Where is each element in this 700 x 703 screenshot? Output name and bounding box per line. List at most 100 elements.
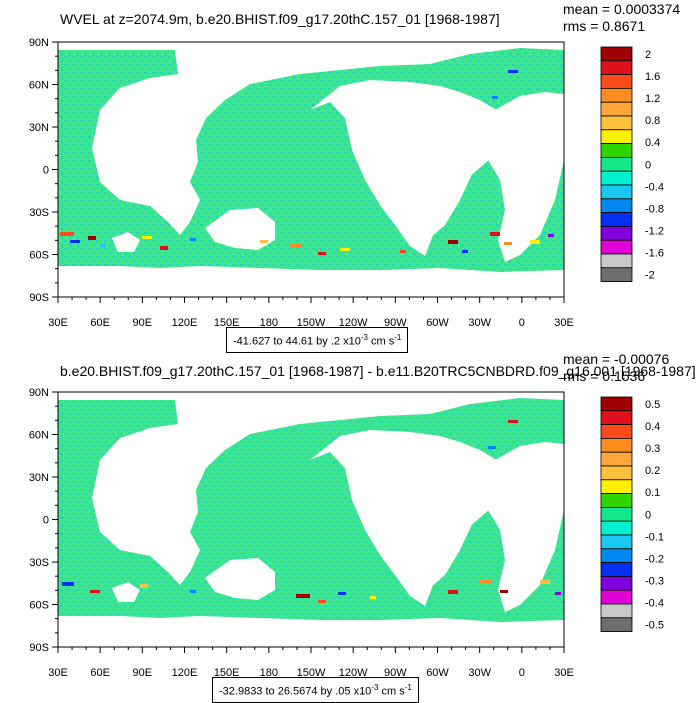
y-tick-label: 60S — [29, 600, 49, 612]
panel-2-mean: mean = -0.00076 — [563, 351, 669, 367]
y-tick-label: 30N — [29, 122, 49, 134]
panel-1-colorbar: 2 1.6 1.2 0.8 0.4 0 -0.4 -0.8 -1.2 -1.6 -2 — [600, 46, 664, 282]
x-tick-label: 30W — [468, 667, 491, 679]
colorbar-label: -0.4 — [645, 598, 664, 610]
colorbar-swatch — [600, 143, 633, 158]
colorbar-label: -1.2 — [645, 226, 664, 238]
y-tick-label: 60S — [29, 250, 49, 262]
y-tick-label: 0 — [43, 165, 49, 177]
x-tick-label: 120E — [172, 667, 198, 679]
y-tick-label: 90S — [29, 642, 49, 654]
panel-1-x-axis: 30E 60E 90E 120E 150E 180 150W 120W 90W 60W 30W 0 30… — [48, 297, 574, 329]
x-tick-label: 150E — [214, 667, 240, 679]
colorbar-label: -0.3 — [645, 576, 664, 588]
colorbar-swatch — [600, 506, 633, 522]
colorbar-swatch — [600, 493, 633, 508]
panel-2-unit-exp: -1 — [404, 683, 412, 692]
colorbar-swatch — [600, 479, 633, 494]
colorbar-swatch — [600, 465, 633, 481]
colorbar-label: 0.4 — [645, 421, 660, 433]
panel-2-title: b.e20.BHIST.f09_g17.20thC.157_01 [1968-1… — [60, 363, 696, 379]
panel-1-scale-exp: -3 — [360, 333, 368, 342]
colorbar-label: 0 — [645, 509, 651, 521]
panel-1: WVEL at z=2074.9m, b.e20.BHIST.f09_g17.2… — [29, 1, 681, 329]
panel-2-x-axis: 30E 60E 90E 120E 150E 180 150W 120W 90W 60W 30W 0 30… — [48, 647, 574, 679]
panel-1-map — [57, 41, 565, 298]
x-tick-label: 150E — [214, 317, 240, 329]
colorbar-swatch — [600, 60, 633, 75]
x-tick-label: 90W — [384, 667, 407, 679]
x-tick-label: 60E — [90, 667, 110, 679]
x-tick-label: 120E — [172, 317, 198, 329]
panel-2-land — [58, 392, 564, 647]
colorbar-label: 0 — [645, 159, 651, 171]
y-tick-label: 60N — [29, 430, 49, 442]
x-tick-label: 30W — [468, 317, 491, 329]
panel-1-title: WVEL at z=2074.9m, b.e20.BHIST.f09_g17.2… — [60, 11, 500, 27]
panel-2: b.e20.BHIST.f09_g17.20thC.157_01 [1968-1… — [29, 351, 696, 679]
colorbar-swatch — [600, 576, 633, 591]
colorbar-swatch — [600, 534, 633, 550]
colorbar-swatch — [600, 589, 633, 605]
colorbar-swatch — [600, 170, 633, 186]
x-tick-label: 120W — [339, 317, 368, 329]
colorbar-swatch — [600, 156, 633, 172]
panel-2-y-axis: 90N 60N 30N 0 30S 60S 90S — [29, 387, 58, 654]
panel-2-colorbar: 0.5 0.4 0.3 0.2 0.1 0 -0.1 -0.2 -0.3 -0.4 -0.5 — [600, 396, 664, 632]
colorbar-label: 0.2 — [645, 465, 660, 477]
colorbar-swatch — [600, 617, 633, 632]
x-tick-label: 30E — [48, 317, 68, 329]
y-tick-label: 30S — [29, 557, 49, 569]
colorbar-label: 1.6 — [645, 71, 660, 83]
colorbar-swatch — [600, 198, 633, 214]
x-tick-label: 60W — [426, 317, 449, 329]
colorbar-swatch — [600, 88, 633, 103]
colorbar-swatch — [600, 239, 633, 255]
colorbar-swatch — [600, 115, 633, 131]
colorbar-label: -0.8 — [645, 203, 664, 215]
y-tick-label: 90S — [29, 292, 49, 304]
colorbar-swatch — [600, 212, 633, 227]
panel-1-rms: rms = 0.8671 — [563, 18, 645, 34]
x-tick-label: 30E — [554, 317, 574, 329]
panel-1-speckle — [60, 70, 554, 255]
x-tick-label: 180 — [260, 317, 278, 329]
colorbar-swatch — [600, 253, 633, 269]
colorbar-label: -2 — [645, 270, 655, 282]
colorbar-swatch — [600, 520, 633, 536]
y-tick-label: 0 — [43, 515, 49, 527]
colorbar-swatch — [600, 184, 633, 200]
colorbar-swatch — [600, 46, 633, 62]
panel-2-range-text: -32.9833 to 26.5674 by .05 — [219, 685, 351, 698]
colorbar-swatch — [600, 424, 633, 439]
colorbar-label: 2 — [645, 49, 651, 61]
colorbar-swatch — [600, 548, 633, 563]
x-tick-label: 120W — [339, 667, 368, 679]
x-tick-label: 150W — [297, 667, 326, 679]
colorbar-swatch — [600, 396, 633, 412]
y-tick-label: 30N — [29, 472, 49, 484]
y-tick-label: 90N — [29, 37, 49, 49]
panel-2-map — [57, 391, 565, 648]
colorbar-label: 0.8 — [645, 115, 660, 127]
y-tick-label: 30S — [29, 207, 49, 219]
panel-1-units: cm s — [371, 335, 395, 348]
colorbar-label: -0.1 — [645, 531, 664, 543]
x-tick-label: 0 — [519, 667, 525, 679]
panel-2-scale-base: x10 — [353, 685, 372, 698]
panel-1-range-box: -41.627 to 44.61 by .2 x10-3 cm s-1 — [226, 327, 409, 353]
x-tick-label: 30E — [554, 667, 574, 679]
x-tick-label: 0 — [519, 317, 525, 329]
x-tick-label: 60W — [426, 667, 449, 679]
x-tick-label: 90E — [133, 667, 153, 679]
colorbar-label: -0.5 — [645, 620, 664, 632]
colorbar-label: -0.2 — [645, 553, 664, 565]
panel-2-units: cm s — [381, 685, 405, 698]
colorbar-swatch — [600, 101, 633, 117]
colorbar-label: 0.3 — [645, 443, 660, 455]
colorbar-label: 1.2 — [645, 93, 660, 105]
colorbar-swatch — [600, 451, 633, 467]
x-tick-label: 90W — [384, 317, 407, 329]
colorbar-swatch — [600, 562, 633, 577]
colorbar-swatch — [600, 410, 633, 425]
